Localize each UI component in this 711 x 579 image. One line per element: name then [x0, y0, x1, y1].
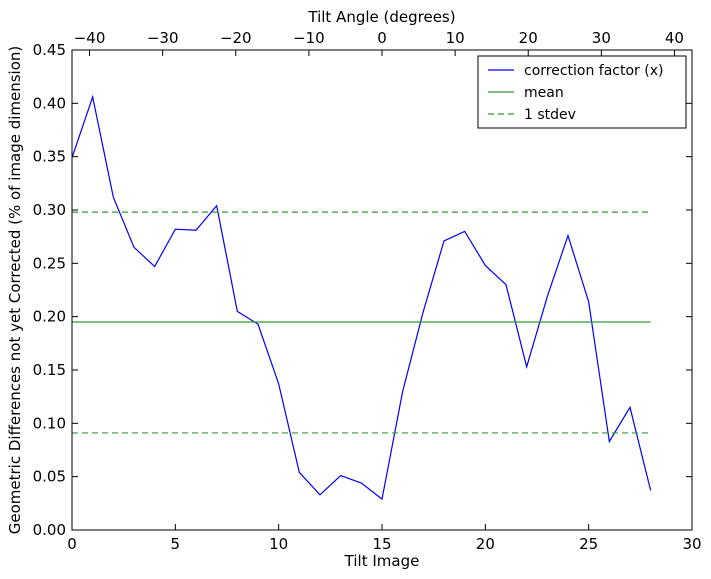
x2-tick-label: 30 — [592, 29, 611, 47]
x-tick-label: 15 — [372, 535, 391, 553]
y-tick-label: 0.20 — [33, 308, 66, 326]
legend-label-stdev: 1 stdev — [524, 107, 576, 123]
x-axis-title: Tilt Image — [344, 552, 420, 570]
x-tick-label: 0 — [67, 535, 77, 553]
y-tick-label: 0.35 — [33, 148, 66, 166]
y-tick-label: 0.00 — [33, 521, 66, 539]
x2-tick-label: −40 — [74, 29, 106, 47]
ticks-layer: 0 5 10 15 20 25 30 −40 −30 −20 −10 0 10 20 30 40 0.00 0.0… — [33, 29, 702, 553]
x-tick-label: 25 — [579, 535, 598, 553]
x-tick-label: 30 — [682, 535, 701, 553]
x-tick-label: 5 — [171, 535, 181, 553]
legend-label-correction: correction factor (x) — [524, 63, 663, 79]
x2-tick-label: 20 — [519, 29, 538, 47]
x2-tick-label: −30 — [147, 29, 179, 47]
x-tick-label: 20 — [476, 535, 495, 553]
y-tick-label: 0.10 — [33, 414, 66, 432]
legend: correction factor (x) mean 1 stdev — [477, 55, 687, 129]
x2-tick-label: 10 — [446, 29, 465, 47]
y-axis-title: Geometric Differences not yet Corrected … — [6, 46, 24, 535]
series-line-correction-factor-x — [71, 94, 652, 501]
legend-label-mean: mean — [524, 85, 564, 101]
y-tick-label: 0.45 — [33, 41, 66, 59]
x2-tick-label: −20 — [220, 29, 252, 47]
x2-tick-label: −10 — [293, 29, 325, 47]
x-tick-label: 10 — [269, 535, 288, 553]
y-tick-label: 0.30 — [33, 201, 66, 219]
x2-tick-label: 0 — [377, 29, 387, 47]
y-tick-label: 0.40 — [33, 94, 66, 112]
x2-axis-title: Tilt Angle (degrees) — [307, 8, 455, 26]
y-tick-label: 0.15 — [33, 361, 66, 379]
series-layer — [71, 94, 652, 501]
y-tick-label: 0.05 — [33, 468, 66, 486]
y-tick-label: 0.25 — [33, 254, 66, 272]
x2-tick-label: 40 — [665, 29, 684, 47]
